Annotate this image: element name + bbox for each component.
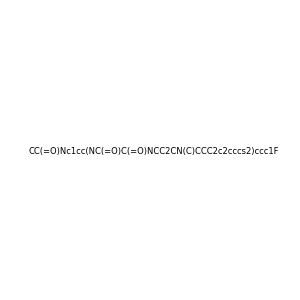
- Text: CC(=O)Nc1cc(NC(=O)C(=O)NCC2CN(C)CCC2c2cccs2)ccc1F: CC(=O)Nc1cc(NC(=O)C(=O)NCC2CN(C)CCC2c2cc…: [28, 147, 279, 156]
